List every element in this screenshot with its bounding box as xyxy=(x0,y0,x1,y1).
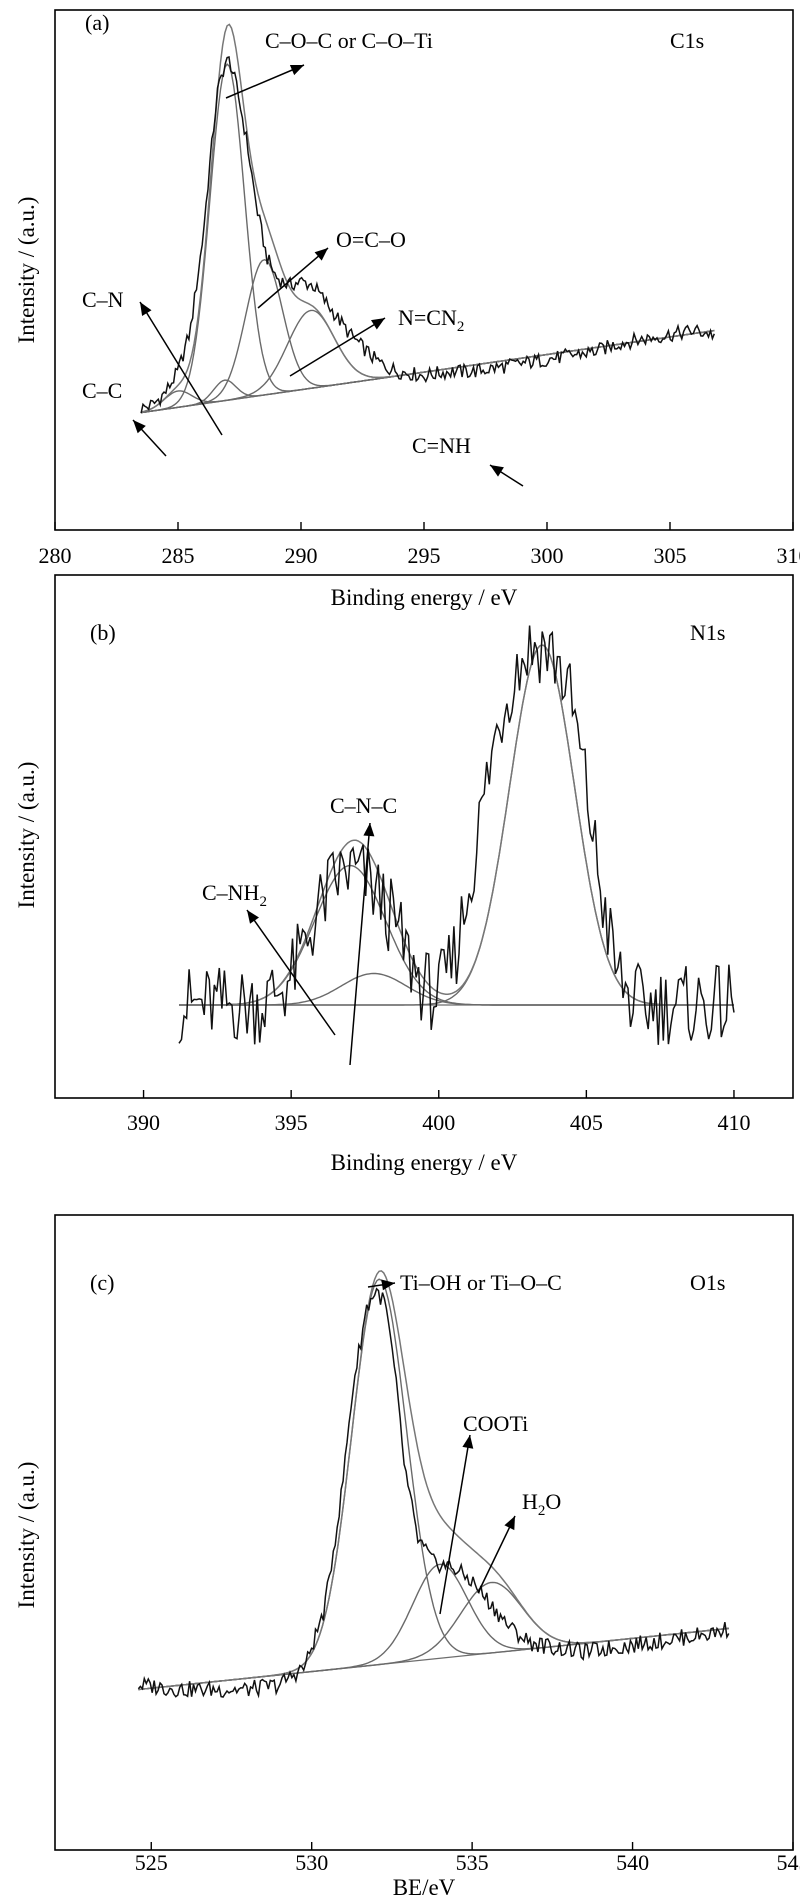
x-tick-label: 545 xyxy=(777,1850,800,1875)
y-axis-title: Intensity / (a.u.) xyxy=(14,1462,39,1609)
annotation-label: N=CN2 xyxy=(398,305,464,335)
fit-envelope xyxy=(179,644,734,1006)
raw-spectrum xyxy=(178,625,735,1045)
annotation-label: O=C–O xyxy=(336,227,406,252)
x-tick-label: 300 xyxy=(531,543,564,568)
panel-label: (a) xyxy=(85,10,109,35)
plot-frame xyxy=(54,1214,794,1851)
x-tick-label: 410 xyxy=(717,1110,750,1135)
x-tick-label: 305 xyxy=(654,543,687,568)
annotation-arrowhead xyxy=(504,1516,515,1531)
region-label: C1s xyxy=(670,28,704,53)
fit-envelope xyxy=(140,23,715,413)
annotation-arrow xyxy=(289,317,386,377)
x-axis-title: BE/eV xyxy=(393,1875,456,1895)
annotation-arrow xyxy=(246,909,336,1036)
fit-peak-o-c-o xyxy=(141,258,715,414)
fit-peak-c-nh2 xyxy=(179,864,734,1006)
annotation-label: H2O xyxy=(522,1489,561,1519)
panel-label: (b) xyxy=(90,620,116,645)
region-label: O1s xyxy=(690,1270,725,1295)
raw-spectrum xyxy=(137,1287,730,1699)
annotation-label: Ti–OH or Ti–O–C xyxy=(400,1270,562,1295)
annotation-label: C=NH xyxy=(412,433,471,458)
annotation-label: C–N–C xyxy=(330,793,397,818)
fit-peak-ti-oh-or-ti-o-c xyxy=(138,1278,729,1691)
fit-envelope xyxy=(138,1270,729,1691)
fit-peak-c-o-c-or-c-o-ti xyxy=(141,63,715,414)
annotation-arrowhead xyxy=(490,465,504,477)
annotation-arrowhead xyxy=(363,823,375,837)
x-tick-label: 525 xyxy=(135,1850,168,1875)
raw-spectrum xyxy=(140,56,715,414)
x-tick-label: 400 xyxy=(422,1110,455,1135)
annotation-arrowhead xyxy=(140,302,152,316)
y-axis-title: Intensity / (a.u.) xyxy=(14,762,39,909)
x-tick-label: 535 xyxy=(456,1850,489,1875)
panel-c: 525 530 535 540 545 BE/eV Intensity / (a.u.) (c… xyxy=(14,1214,800,1895)
annotation-arrowhead xyxy=(371,318,385,330)
x-tick-label: 290 xyxy=(285,543,318,568)
x-axis-title: Binding energy / eV xyxy=(331,585,518,610)
x-tick-label: 390 xyxy=(127,1110,160,1135)
annotation-arrow xyxy=(257,247,329,309)
annotation-label: COOTi xyxy=(463,1411,528,1436)
annotation-label: C–NH2 xyxy=(202,880,267,910)
annotation-arrowhead xyxy=(314,248,328,261)
annotation-arrowhead xyxy=(381,1279,395,1291)
annotation-arrowhead xyxy=(133,420,146,434)
panel-b: 390 395 400 405 410 Binding energy / eV Intens… xyxy=(14,433,794,1175)
annotation-arrowhead xyxy=(289,65,304,76)
annotation-label: C–O–C or C–O–Ti xyxy=(265,28,433,53)
annotation-label: C–C xyxy=(82,378,122,403)
panel-label: (c) xyxy=(90,1270,114,1295)
x-tick-label: 405 xyxy=(570,1110,603,1135)
annotation-arrowhead xyxy=(462,1435,474,1449)
panel-a: 280 285 290 295 300 305 310 Binding energy / eV… xyxy=(14,9,800,610)
annotation-arrow xyxy=(439,1434,471,1615)
x-tick-label: 530 xyxy=(295,1850,328,1875)
annotation-arrow xyxy=(139,301,223,436)
x-tick-label: 285 xyxy=(162,543,195,568)
annotation-arrowhead xyxy=(247,910,259,924)
annotation-arrow xyxy=(349,822,371,1066)
fit-peak-cooti xyxy=(138,1563,729,1691)
x-tick-label: 295 xyxy=(408,543,441,568)
annotation-arrow xyxy=(225,64,305,99)
fit-peak-c-nh xyxy=(179,644,734,1006)
annotation-arrow xyxy=(477,1515,516,1594)
x-tick-label: 540 xyxy=(616,1850,649,1875)
x-tick-label: 310 xyxy=(777,543,800,568)
annotation-label: C–N xyxy=(82,287,124,312)
y-axis-title: Intensity / (a.u.) xyxy=(14,197,39,344)
x-axis-title: Binding energy / eV xyxy=(331,1150,518,1175)
x-tick-label: 280 xyxy=(39,543,72,568)
region-label: N1s xyxy=(690,620,725,645)
plot-frame xyxy=(54,574,794,1099)
x-tick-label: 395 xyxy=(275,1110,308,1135)
